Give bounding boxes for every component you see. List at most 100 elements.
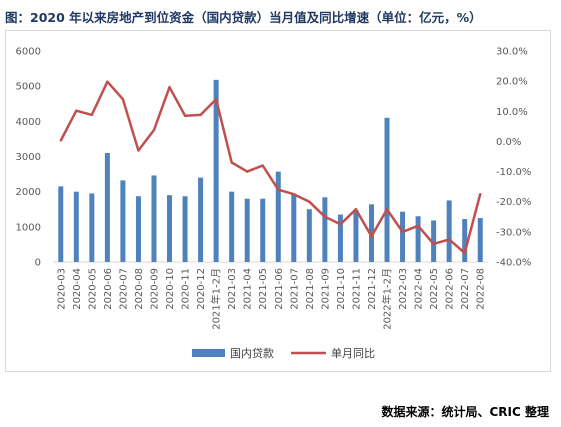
source-note: 数据来源：统计局、CRIC 整理 [381,405,550,419]
x-tick-label: 2021-06 [274,268,285,310]
y-right-tick-label: -20.0% [496,197,531,208]
line-point [432,242,435,246]
line-point [245,170,249,173]
line-point [183,114,187,118]
x-tick-label: 2021年1-2月 [210,268,223,330]
bar [400,211,406,262]
bar [89,193,95,262]
x-tick-label: 2020-03 [56,268,67,310]
bar [431,220,437,262]
x-tick-label: 2020-08 [134,268,145,310]
line-point [261,164,264,167]
x-tick-label: 2021-04 [243,268,254,310]
line-point [479,192,482,196]
legend-line-label: 单月同比 [331,347,375,360]
line-point [90,113,94,117]
x-tick-label: 2020-07 [118,268,129,310]
x-tick-label: 2020-10 [165,268,176,310]
x-tick-label: 2020-06 [103,268,114,310]
legend-bar-label: 国内贷款 [230,346,274,360]
bar [151,175,157,262]
x-tick-label: 2022-03 [398,268,409,310]
bar [244,198,250,262]
x-tick-label: 2022年1-2月 [381,268,394,330]
bar [182,196,188,262]
x-tick-label: 2021-05 [258,268,269,310]
line-point [416,224,420,228]
line-point [354,208,358,211]
x-tick-label: 2021-08 [305,268,316,310]
line-point [214,98,218,101]
y-right-tick-label: -10.0% [496,167,531,178]
bar [120,180,126,262]
bar [337,214,343,262]
bar [384,117,390,262]
y-right-tick-label: 30.0% [496,47,528,58]
x-tick-label: 2020-09 [150,268,161,310]
line-point [168,85,171,89]
line-point [277,188,280,191]
y-right-tick-label: 20.0% [496,77,528,88]
bar [462,219,468,262]
x-tick-label: 2022-06 [445,268,456,310]
bar [260,198,266,262]
y-left-tick-label: 3000 [16,152,41,163]
bar [322,197,328,262]
bar [167,195,173,262]
line-point [152,128,156,132]
y-left-tick-label: 1000 [16,222,41,233]
bar [353,209,359,262]
bar [58,186,64,262]
x-tick-label: 2021-09 [320,268,331,310]
x-tick-label: 2021-07 [289,268,300,310]
line-point [121,98,125,101]
bar [368,204,374,262]
line-point [385,208,389,211]
x-tick-label: 2022-08 [476,268,487,310]
y-right-tick-label: 0.0% [496,137,521,148]
line-point [199,113,202,117]
bar [104,152,110,262]
line-point [463,251,466,255]
y-right-tick-label: -30.0% [496,227,531,238]
x-tick-label: 2021-03 [227,268,238,310]
y-left-tick-label: 0 [35,258,41,269]
line-point [323,215,327,218]
x-tick-label: 2022-07 [460,268,471,310]
x-tick-label: 2020-12 [196,268,207,310]
y-right-tick-label: -40.0% [496,258,531,269]
x-tick-label: 2022-04 [414,268,425,310]
line-point [59,139,62,142]
line-point [370,235,373,238]
bar [291,194,297,262]
bar [229,191,235,262]
bar [477,218,483,262]
y-right-tick-label: 10.0% [496,107,528,118]
x-tick-label: 2021-12 [367,268,378,310]
line-point [137,149,140,152]
line-point [308,200,311,203]
x-tick-label: 2020-11 [181,268,192,310]
x-tick-label: 2021-11 [351,268,362,310]
bar [306,209,312,262]
line-point [106,80,109,83]
x-tick-label: 2020-04 [72,268,83,310]
bar [415,216,421,262]
chart-frame [5,30,551,372]
line-point [292,192,296,196]
line-point [401,230,404,234]
bar [73,191,79,262]
yoy-line [59,80,482,255]
line-point [75,109,78,112]
y-left-tick-label: 4000 [16,117,41,128]
x-tick-label: 2022-05 [429,268,440,310]
line-point [447,238,451,241]
bar [213,79,219,262]
y-left-tick-label: 2000 [16,187,41,198]
chart-title: 图：2020 年以来房地产到位资金（国内贷款）当月值及同比增速（单位：亿元，%） [5,10,482,25]
bar [446,200,452,262]
bar [275,171,281,262]
bar [198,177,204,262]
line-point [230,161,233,164]
